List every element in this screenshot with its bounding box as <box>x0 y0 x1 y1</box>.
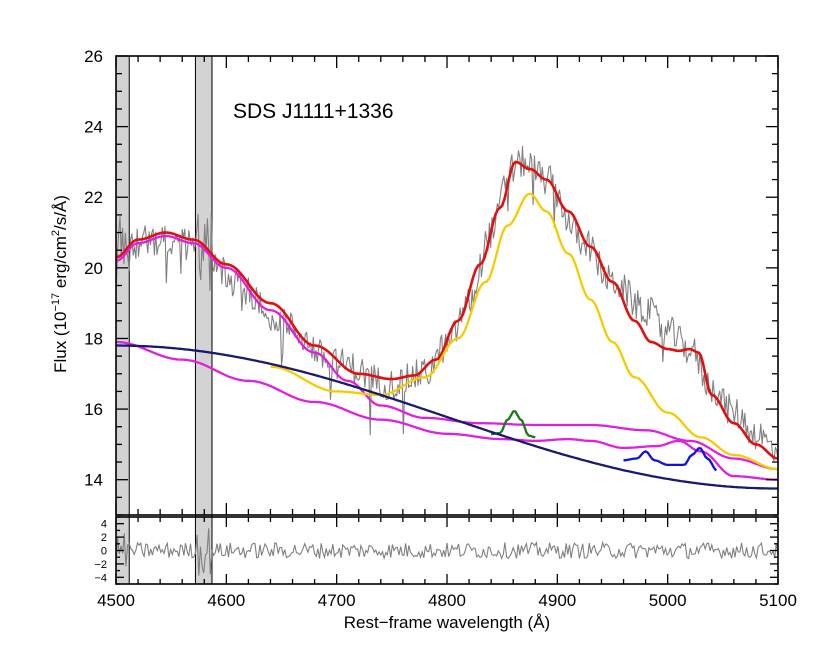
main-panel-frame <box>115 55 779 516</box>
x-tick-label: 4800 <box>428 591 466 610</box>
series-total-model <box>116 160 778 460</box>
y-axis-title: Flux (10−17 erg/cm2/s/Å) <box>50 195 70 373</box>
series-power-law-continuum <box>116 344 778 490</box>
x-tick-label: 5000 <box>649 591 687 610</box>
series-observed-spectrum <box>116 145 778 462</box>
y-tick-label: 20 <box>84 259 103 278</box>
axis-ticks <box>115 55 779 585</box>
y-axis-title-middle: erg/cm <box>51 236 70 293</box>
y-axis-title-suffix: /s/Å) <box>51 195 70 230</box>
main-panel-series <box>116 145 778 490</box>
y-axis-title-prefix: Flux (10 <box>51 312 70 373</box>
x-axis-title: Rest−frame wavelength (Å) <box>344 613 550 632</box>
y-tick-label: 24 <box>84 118 103 137</box>
x-tick-label: 4600 <box>207 591 245 610</box>
y-axis-title-exponent: −17 <box>50 293 62 312</box>
x-tick-label: 4500 <box>97 591 135 610</box>
x-tick-labels: 4500 4600 4700 4800 4900 5000 5100 <box>97 591 797 610</box>
residual-panel-series <box>116 528 778 576</box>
series-fe-ii-lower-template <box>116 340 778 481</box>
y-tick-labels: 14 16 18 20 22 24 26 <box>84 47 103 490</box>
x-tick-label: 4700 <box>318 591 356 610</box>
series-fe-ii-continuum <box>116 234 778 471</box>
x-tick-label: 5100 <box>759 591 797 610</box>
masked-regions <box>115 55 213 585</box>
chart-title: SDS J1111+1336 <box>233 100 394 123</box>
residual-y-tick-label: 2 <box>101 532 107 544</box>
y-tick-label: 14 <box>84 471 103 490</box>
y-axis-title-exponent2: 2 <box>50 230 62 236</box>
x-tick-label: 4900 <box>538 591 576 610</box>
residual-y-tick-label: −2 <box>94 559 107 571</box>
residual-y-tick-label: 4 <box>101 519 107 531</box>
residual-y-tick-label: 0 <box>101 546 107 558</box>
series-h-broad <box>270 192 778 471</box>
series-o-iii-doublet <box>623 447 718 472</box>
series-residuals <box>116 528 778 576</box>
residual-y-tick-labels: −4−20 24 <box>94 519 107 585</box>
y-tick-label: 26 <box>84 47 103 66</box>
y-tick-label: 22 <box>84 188 103 207</box>
y-tick-label: 18 <box>84 329 103 348</box>
masked-region-2 <box>194 55 213 585</box>
residual-y-tick-label: −4 <box>94 572 107 584</box>
masked-region-1 <box>115 55 130 585</box>
y-tick-label: 16 <box>84 400 103 419</box>
